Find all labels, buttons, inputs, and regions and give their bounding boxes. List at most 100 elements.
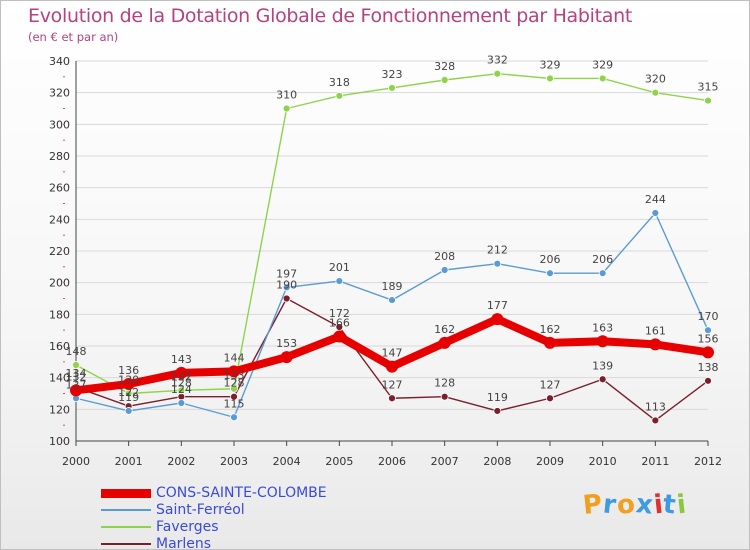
x-tick-label: 2001 (115, 455, 143, 468)
y-tick-label: 280 (49, 150, 70, 163)
data-point (333, 330, 346, 343)
data-point (651, 209, 660, 217)
data-label: 127 (66, 378, 87, 391)
data-point (704, 326, 712, 335)
data-label: 127 (540, 378, 561, 391)
data-point (388, 84, 396, 92)
data-point (122, 378, 135, 390)
data-label: 119 (487, 391, 508, 404)
data-label: 172 (329, 307, 350, 320)
data-point (598, 74, 607, 83)
data-label: 328 (434, 60, 455, 73)
data-label: 163 (592, 321, 613, 334)
y-tick-label: 180 (49, 308, 70, 321)
data-point (388, 296, 396, 304)
x-tick-label: 2010 (589, 455, 617, 468)
data-point (544, 336, 556, 349)
data-point (702, 346, 714, 359)
data-point (649, 338, 662, 351)
data-label: 170 (698, 310, 719, 323)
y-tick-label: 100 (49, 435, 70, 448)
data-label: 122 (118, 386, 139, 399)
data-point (440, 266, 449, 274)
data-label: 206 (540, 253, 561, 266)
data-label: 136 (118, 364, 139, 377)
data-label: 147 (382, 347, 403, 360)
x-tick-label: 2000 (62, 455, 90, 468)
x-tick-label: 2003 (220, 455, 248, 468)
data-point (438, 336, 451, 349)
data-label: 190 (276, 279, 297, 292)
data-label: 127 (382, 378, 403, 391)
data-label: 139 (592, 359, 613, 372)
data-label: 132 (66, 370, 87, 383)
data-label: 162 (540, 323, 561, 336)
data-point (282, 283, 291, 292)
x-tick-label: 2011 (641, 455, 669, 468)
data-point (228, 365, 240, 378)
proxiti-logo: Proxiti (581, 489, 689, 521)
legend-label: Saint-Ferréol (156, 502, 245, 518)
data-label: 133 (224, 369, 245, 382)
x-tick-label: 2002 (167, 455, 195, 468)
data-label: 119 (118, 391, 139, 404)
data-label: 177 (487, 299, 508, 312)
data-point (598, 375, 607, 384)
data-point (491, 313, 504, 326)
chart-subtitle: (en € et par an) (28, 30, 119, 44)
data-point (388, 394, 396, 403)
chart-title: Evolution de la Dotation Globale de Fonc… (28, 5, 633, 27)
data-label: 148 (66, 345, 87, 358)
data-point (230, 384, 238, 393)
data-point (177, 386, 186, 395)
data-label: 161 (645, 324, 666, 337)
data-point (704, 376, 712, 385)
legend-swatch (101, 526, 151, 528)
data-label: 113 (645, 400, 666, 413)
data-label: 332 (487, 54, 508, 67)
x-tick-label: 2004 (273, 455, 301, 468)
data-label: 130 (118, 374, 139, 387)
data-label: 124 (171, 383, 192, 396)
data-point (72, 361, 80, 369)
legend-label: Marlens (156, 536, 212, 550)
data-point (280, 351, 293, 364)
data-point (70, 384, 82, 397)
data-point (546, 269, 554, 278)
data-label: 208 (434, 250, 455, 263)
y-tick-label: 300 (49, 118, 70, 131)
y-tick-label: 120 (49, 403, 70, 416)
data-label: 153 (276, 337, 297, 350)
data-label: 201 (329, 261, 350, 274)
data-label: 212 (487, 244, 508, 257)
legend-swatch (101, 488, 151, 498)
legend-swatch (101, 543, 151, 545)
logo-letter: i (675, 489, 689, 521)
x-tick-label: 2009 (536, 455, 564, 468)
data-label: 318 (329, 76, 350, 89)
data-label: 166 (329, 317, 350, 330)
data-point (230, 413, 238, 422)
data-point (335, 277, 344, 285)
data-label: 162 (434, 323, 455, 336)
data-label: 315 (698, 81, 719, 94)
data-label: 310 (276, 89, 297, 102)
data-point (282, 104, 291, 113)
data-label: 115 (224, 397, 245, 410)
data-label: 128 (171, 377, 192, 390)
y-tick-label: 140 (49, 372, 70, 385)
data-label: 156 (698, 332, 719, 345)
data-label: 320 (645, 73, 666, 86)
y-tick-label: 320 (49, 87, 70, 100)
data-point (175, 366, 188, 379)
y-tick-label: 220 (49, 245, 70, 258)
data-point (651, 416, 660, 425)
x-tick-label: 2005 (325, 455, 353, 468)
data-label: 128 (434, 377, 455, 390)
data-point (493, 259, 502, 268)
data-point (230, 392, 238, 401)
data-label: 189 (382, 280, 403, 293)
data-point (651, 88, 660, 97)
